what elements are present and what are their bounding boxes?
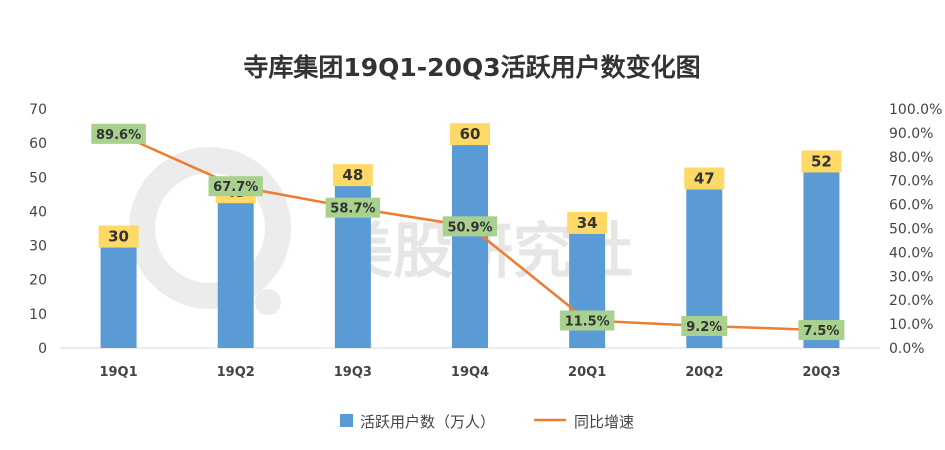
bar-label-box bbox=[332, 164, 373, 187]
y-right-tick-label: 0.0% bbox=[889, 341, 925, 357]
x-category-label: 19Q3 bbox=[334, 365, 372, 380]
legend: 活跃用户数（万人） 同比增速 bbox=[340, 413, 634, 431]
line-label-box bbox=[681, 316, 728, 337]
bar-label-box bbox=[450, 123, 490, 146]
bar-value-label: 52 bbox=[811, 152, 832, 170]
line-label-box bbox=[208, 176, 263, 197]
bar-value-label: 48 bbox=[342, 166, 363, 184]
bar-value-label: 47 bbox=[694, 170, 715, 188]
y-left-tick-label: 20 bbox=[29, 273, 47, 289]
y-right-tick-label: 30.0% bbox=[889, 269, 933, 285]
line-value-label: 67.7% bbox=[213, 180, 258, 195]
line-value-label: 50.9% bbox=[447, 220, 492, 235]
y-left-tick-label: 0 bbox=[38, 341, 47, 357]
bar bbox=[569, 231, 606, 348]
bar bbox=[452, 143, 488, 348]
y-right-tick-label: 10.0% bbox=[889, 317, 933, 333]
chart-title: 寺库集团19Q1-20Q3活跃用户数变化图 bbox=[243, 53, 700, 82]
bar-labels: 30434860344752 bbox=[98, 123, 842, 248]
x-category-label: 20Q1 bbox=[568, 365, 606, 380]
right-axis: 0.0% 10.0% 20.0% 30.0% 40.0% 50.0% 60.0% 70.0% 8… bbox=[889, 102, 942, 357]
bar-value-label: 60 bbox=[460, 125, 481, 143]
line-value-label: 11.5% bbox=[565, 315, 610, 330]
line-label-box bbox=[91, 123, 146, 144]
y-right-tick-label: 100.0% bbox=[889, 102, 942, 118]
line-label-box bbox=[442, 216, 498, 237]
bar bbox=[803, 170, 840, 348]
y-right-tick-label: 20.0% bbox=[889, 293, 933, 309]
y-right-tick-label: 80.0% bbox=[889, 150, 933, 166]
x-category-label: 20Q2 bbox=[685, 365, 723, 380]
y-left-tick-label: 30 bbox=[29, 239, 47, 255]
y-left-tick-label: 70 bbox=[29, 102, 47, 118]
bar-label-box bbox=[567, 211, 608, 234]
watermark-logo-ring bbox=[129, 147, 291, 309]
bar-label-box bbox=[98, 225, 139, 248]
y-right-tick-label: 70.0% bbox=[889, 174, 933, 190]
x-category-label: 20Q3 bbox=[802, 365, 840, 380]
line-value-label: 7.5% bbox=[803, 324, 839, 339]
x-axis-categories: 19Q1 19Q2 19Q3 19Q4 20Q1 20Q2 20Q3 bbox=[99, 365, 840, 380]
line-label-box bbox=[559, 310, 615, 331]
x-category-label: 19Q4 bbox=[451, 365, 489, 380]
legend-line-label: 同比增速 bbox=[574, 413, 634, 431]
y-left-tick-label: 10 bbox=[29, 307, 47, 323]
bar-label-box bbox=[801, 150, 842, 173]
x-category-label: 19Q1 bbox=[99, 365, 137, 380]
y-right-tick-label: 40.0% bbox=[889, 245, 933, 261]
legend-bar-swatch bbox=[340, 414, 353, 427]
line-label-box bbox=[798, 320, 845, 341]
line-labels: 89.6% 67.7% 58.7% 50.9% 11.5% 9.2% 7.5% bbox=[91, 123, 845, 341]
y-left-tick-label: 60 bbox=[29, 136, 47, 152]
bar-value-label: 34 bbox=[577, 214, 598, 232]
line-value-label: 9.2% bbox=[686, 320, 722, 335]
y-left-tick-label: 40 bbox=[29, 204, 47, 220]
line-value-label: 58.7% bbox=[330, 202, 375, 217]
bar-value-label: 30 bbox=[108, 228, 129, 246]
y-left-tick-label: 50 bbox=[29, 170, 47, 186]
bar bbox=[217, 201, 254, 348]
bar-series bbox=[100, 143, 840, 348]
y-right-tick-label: 90.0% bbox=[889, 126, 933, 142]
y-right-tick-label: 50.0% bbox=[889, 222, 933, 238]
line-label-box bbox=[325, 197, 381, 218]
y-right-tick-label: 60.0% bbox=[889, 198, 933, 214]
x-category-label: 19Q2 bbox=[217, 365, 255, 380]
line-value-label: 89.6% bbox=[96, 128, 141, 143]
left-axis: 0 10 20 30 40 50 60 70 bbox=[29, 102, 47, 357]
legend-bar-label: 活跃用户数（万人） bbox=[360, 413, 495, 431]
bar-label-box bbox=[684, 167, 725, 190]
watermark-logo-dot bbox=[255, 289, 281, 315]
bar bbox=[100, 245, 137, 348]
